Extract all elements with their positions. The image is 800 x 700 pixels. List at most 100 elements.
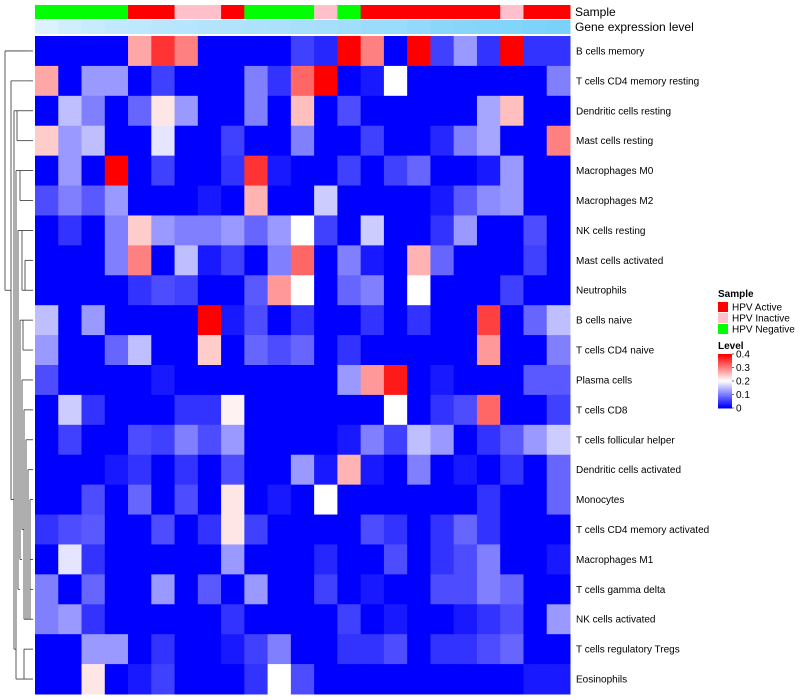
heatmap-cell — [430, 484, 455, 516]
heatmap-cell — [430, 335, 455, 366]
heatmap-cell — [430, 275, 455, 306]
heatmap-cell — [35, 454, 59, 486]
heatmap-cell — [337, 36, 362, 67]
heatmap-cell — [128, 664, 152, 695]
legend-gradient-step — [718, 359, 732, 362]
sample-annotation-cell — [407, 5, 431, 19]
heatmap-cell — [407, 36, 431, 67]
heatmap-cell — [546, 275, 571, 306]
row-label: Eosinophils — [576, 675, 627, 686]
heatmap-cell — [81, 424, 106, 456]
heatmap-cell — [546, 185, 571, 216]
heatmap-cell — [430, 604, 455, 635]
heatmap-cell — [430, 185, 455, 216]
heatmap-cell — [500, 185, 524, 216]
heatmap-cell — [500, 454, 524, 486]
heatmap-cell — [383, 514, 408, 545]
heatmap-cell — [128, 95, 152, 127]
legend-gradient-step — [718, 374, 732, 377]
heatmap-cell — [197, 574, 222, 605]
heatmap-cell — [58, 65, 83, 97]
heatmap-cell — [174, 185, 199, 216]
sample-annotation-cell — [314, 5, 338, 19]
row-label: T cells CD8 — [576, 405, 628, 416]
expression-annotation-cell — [151, 20, 176, 34]
heatmap-cell — [476, 125, 501, 157]
heatmap-cell — [174, 365, 199, 396]
expression-annotation-cell — [546, 20, 571, 34]
heatmap-cell — [58, 155, 83, 187]
legend-gradient-step — [718, 390, 732, 393]
heatmap-cell — [523, 155, 548, 187]
legend-gradient-step — [718, 386, 732, 389]
heatmap-cell — [128, 634, 152, 665]
row-label: Monocytes — [576, 495, 624, 506]
heatmap-cell — [523, 365, 548, 396]
heatmap-cell — [453, 185, 478, 216]
row-label: T cells follicular helper — [576, 435, 675, 446]
heatmap-cell — [104, 634, 129, 665]
heatmap-cell — [546, 65, 571, 97]
legend-gradient-step — [718, 398, 732, 401]
heatmap-cell — [453, 634, 478, 665]
heatmap-cell — [314, 275, 338, 306]
heatmap-cell — [128, 305, 152, 336]
heatmap-cell — [81, 155, 106, 187]
heatmap-cell — [58, 454, 83, 486]
heatmap-cell — [337, 484, 362, 516]
heatmap-cell — [267, 514, 292, 545]
heatmap-cell — [290, 544, 315, 575]
expression-annotation-cell — [430, 20, 455, 34]
heatmap-cell — [244, 454, 269, 486]
heatmap-cell — [81, 544, 106, 575]
heatmap-cell — [197, 125, 222, 157]
expression-annotation-cell — [500, 20, 524, 34]
heatmap-cell — [546, 544, 571, 575]
legend-gradient-step — [718, 378, 732, 381]
heatmap-cell — [81, 664, 106, 695]
heatmap-cell — [500, 574, 524, 605]
heatmap-cell — [546, 125, 571, 157]
heatmap-cell — [104, 215, 129, 246]
heatmap-cell — [360, 185, 385, 216]
heatmap-cell — [453, 394, 478, 426]
row-label: T cells regulatory Tregs — [576, 645, 680, 656]
expression-annotation-cell — [81, 20, 106, 34]
heatmap-cell — [290, 185, 315, 216]
heatmap-cell — [290, 215, 315, 246]
heatmap-cell — [546, 155, 571, 187]
heatmap-cell — [360, 424, 385, 456]
heatmap-cell — [244, 574, 269, 605]
row-label: Plasma cells — [576, 375, 632, 386]
heatmap-cell — [360, 365, 385, 396]
heatmap-cell — [546, 484, 571, 516]
heatmap-cell — [35, 424, 59, 456]
legend-level-title: Level — [718, 341, 744, 352]
heatmap-cell — [523, 514, 548, 545]
heatmap-cell — [453, 245, 478, 276]
heatmap-cell — [383, 305, 408, 336]
heatmap-cell — [267, 155, 292, 187]
heatmap-cell — [523, 634, 548, 665]
heatmap-cell — [81, 185, 106, 216]
heatmap-cell — [383, 245, 408, 276]
heatmap-cell — [267, 245, 292, 276]
heatmap-cell — [244, 544, 269, 575]
heatmap-cell — [290, 305, 315, 336]
heatmap-cell — [35, 484, 59, 516]
heatmap-cell — [337, 185, 362, 216]
legend-gradient-step — [718, 364, 732, 367]
heatmap-cell — [58, 365, 83, 396]
heatmap-cell — [197, 365, 222, 396]
heatmap-cell — [197, 36, 222, 67]
heatmap-cell — [221, 664, 245, 695]
heatmap-cell — [430, 514, 455, 545]
heatmap-cell — [197, 245, 222, 276]
sample-annotation-cell — [151, 5, 176, 19]
heatmap-cell — [500, 65, 524, 97]
heatmap-cell — [197, 484, 222, 516]
expression-annotation-cell — [244, 20, 269, 34]
heatmap-cell — [104, 394, 129, 426]
heatmap-cell — [523, 305, 548, 336]
